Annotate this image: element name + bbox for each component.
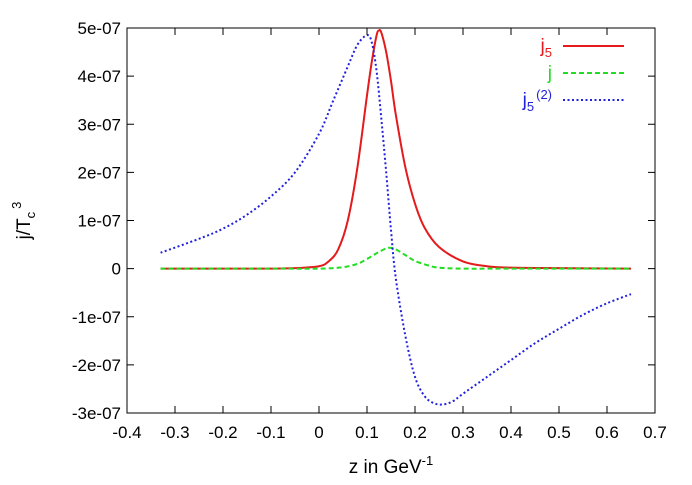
x-axis-label: z in GeV-1: [349, 453, 433, 478]
x-axis-label-sup: -1: [422, 453, 434, 468]
y-axis-label: j/Tc 3: [9, 202, 38, 241]
y-tick-label: 1e-07: [78, 212, 121, 231]
y-tick-label: -2e-07: [72, 356, 121, 375]
series-line-2: [160, 34, 632, 406]
y-tick-label: 2e-07: [78, 163, 121, 182]
legend-label-1: j: [547, 63, 552, 84]
tick-labels: -0.4 -0.3 -0.2 -0.1 0 0.1 0.2 0.3 0.4 0.5 0.6 0.7 -3…: [72, 19, 667, 442]
y-tick-label: 4e-07: [78, 67, 121, 86]
x-tick-label: -0.1: [256, 423, 285, 442]
y-tick-label: 0: [112, 260, 121, 279]
plot-lines: [160, 29, 632, 406]
x-tick-label: 0.2: [403, 423, 427, 442]
y-tick-label: 5e-07: [78, 19, 121, 38]
x-tick-label: 0.7: [643, 423, 667, 442]
x-tick-label: 0.3: [451, 423, 475, 442]
legend-label-2: j5(2): [522, 87, 552, 114]
x-tick-label: 0.6: [595, 423, 619, 442]
legend: j5 j j5(2): [522, 36, 624, 114]
x-tick-label: 0.1: [355, 423, 379, 442]
x-tick-label: 0.5: [547, 423, 571, 442]
x-tick-label: -0.3: [160, 423, 189, 442]
y-axis-label-sup: 3: [9, 202, 24, 209]
y-axis-label-sub: c: [23, 211, 38, 218]
y-tick-label: -3e-07: [72, 404, 121, 423]
x-tick-label: 0: [314, 423, 323, 442]
y-tick-label: 3e-07: [78, 115, 121, 134]
axis-ticks: [126, 27, 656, 414]
series-line-0: [160, 29, 632, 270]
x-tick-label: -0.2: [208, 423, 237, 442]
y-axis-label-text: j/T: [14, 218, 35, 241]
y-tick-label: -1e-07: [72, 308, 121, 327]
x-axis-label-text: z in GeV: [349, 457, 422, 478]
x-tick-label: -0.4: [112, 423, 141, 442]
series-line-1: [160, 246, 631, 270]
legend-label-0: j5: [540, 36, 552, 60]
x-tick-label: 0.4: [499, 423, 523, 442]
